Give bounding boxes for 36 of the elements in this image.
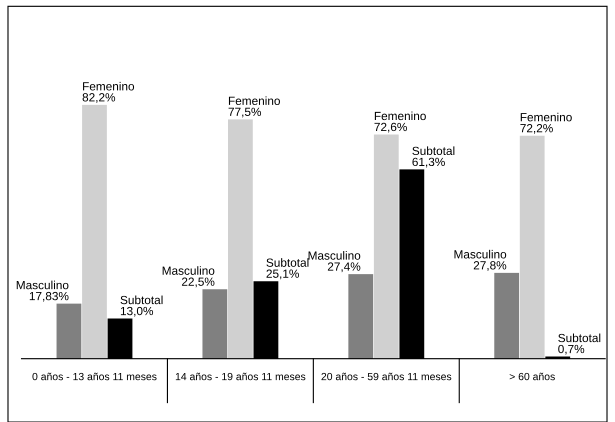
text: Femenino — [228, 96, 280, 106]
data-label: 17,83% — [30, 292, 69, 302]
bar — [82, 104, 107, 359]
series-label: Masculino — [16, 280, 68, 290]
data-label: 72,2% — [520, 124, 553, 134]
text: Subtotal — [558, 334, 600, 342]
x-tick-label: 14 años - 19 años 11 meses — [176, 372, 306, 380]
text: Femenino — [374, 111, 426, 120]
bar — [348, 274, 374, 359]
text: Masculino — [162, 266, 214, 275]
bar — [56, 304, 82, 359]
bar — [202, 289, 228, 359]
data-label: 27,4% — [328, 262, 360, 272]
data-label: 0,7% — [558, 344, 584, 355]
data-label: 82,2% — [82, 93, 116, 103]
data-label: 77,5% — [228, 108, 262, 118]
bar — [374, 134, 399, 359]
text: Masculino — [308, 251, 360, 260]
text: Subtotal — [120, 296, 163, 304]
data-label: 13,0% — [120, 306, 154, 317]
data-label: 72,6% — [374, 122, 407, 133]
bar — [494, 272, 520, 359]
x-tick-label: > 60 años — [510, 372, 555, 380]
text: Masculino — [454, 250, 506, 258]
x-tick-label: 0 años - 13 años 11 meses — [32, 372, 157, 380]
data-label: 22,5% — [182, 278, 214, 288]
series-label: Subtotal — [412, 146, 454, 156]
bar — [228, 119, 253, 359]
data-label: 61,3% — [412, 158, 445, 168]
data-label: 27,8% — [474, 261, 506, 271]
x-tick-label: 20 años - 59 años 11 meses — [321, 372, 452, 380]
series-label: Femenino — [83, 82, 134, 91]
text: Femenino — [520, 112, 572, 122]
text: Subtotal — [266, 258, 308, 267]
data-label: 25,1% — [266, 269, 299, 280]
bar — [520, 136, 545, 359]
